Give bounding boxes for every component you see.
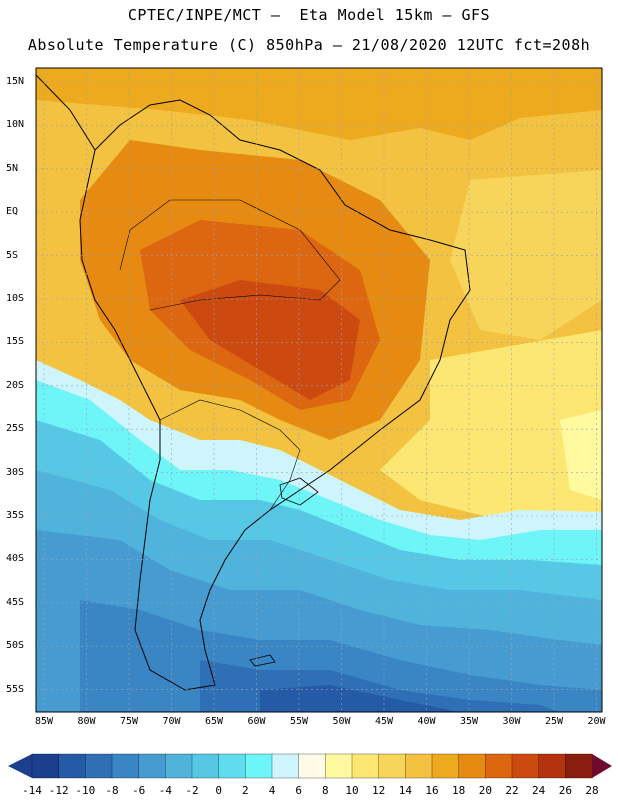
lat-label: EQ: [6, 206, 19, 218]
colorbar-tick-label: 14: [398, 784, 412, 797]
colorbar-tick-label: 0: [215, 784, 222, 797]
lat-label: 25S: [6, 423, 25, 435]
colorbar-tick-label: 8: [322, 784, 329, 797]
colorbar-tick-label: 20: [478, 784, 492, 797]
colorbar-swatch: [191, 753, 220, 779]
colorbar: [8, 753, 612, 779]
colorbar-swatch: [485, 753, 513, 779]
falkland-islands-outline: [249, 654, 276, 667]
colorbar-swatch: [138, 753, 166, 779]
lon-label: 25W: [544, 716, 564, 727]
colorbar-high-arrow: [592, 754, 612, 778]
colorbar-swatch: [458, 753, 486, 779]
lon-label: 75W: [119, 716, 139, 727]
lon-label: 45W: [374, 716, 394, 727]
colorbar-tick-label: 12: [372, 784, 386, 797]
lon-label: 40W: [417, 716, 436, 727]
lat-label: 45S: [6, 596, 25, 608]
colorbar-tick-label: -14: [22, 784, 42, 797]
lon-label: 85W: [34, 716, 54, 727]
colorbar-tick-label: 18: [452, 784, 466, 797]
colorbar-tick-label: 28: [585, 784, 599, 797]
title-line-1: CPTEC/INPE/MCT – Eta Model 15km – GFS: [127, 6, 491, 24]
colorbar-tick-label: 2: [242, 784, 249, 797]
lat-label: 5S: [6, 249, 19, 261]
band-m10-south: [260, 685, 460, 712]
temperature-field: [36, 68, 602, 712]
lon-label: 80W: [77, 716, 96, 727]
lon-label: 70W: [162, 716, 181, 727]
colorbar-swatch: [111, 753, 140, 779]
lat-label: 10N: [6, 119, 25, 131]
colorbar-low-arrow: [8, 754, 32, 778]
lon-label: 30W: [502, 716, 521, 727]
lat-label: 15N: [6, 76, 25, 87]
colorbar-tick-label: 10: [345, 784, 359, 797]
band-18-north: [36, 68, 602, 140]
lat-label: 30S: [6, 466, 25, 478]
colorbar-tick-label: 4: [268, 784, 276, 797]
colorbar-swatch: [165, 753, 193, 779]
lon-label: 35W: [459, 716, 479, 727]
country-borders: [119, 199, 341, 311]
colorbar-tick-label: 6: [295, 784, 302, 797]
lon-label: 60W: [247, 716, 266, 727]
colorbar-tick-label: -12: [48, 784, 69, 797]
colorbar-swatch: [298, 753, 326, 779]
colorbar-swatch: [351, 753, 380, 779]
colorbar-tick-label: 16: [425, 784, 439, 797]
colorbar-tick-label: -2: [185, 784, 199, 797]
lon-label: 65W: [204, 716, 224, 727]
lon-label: 50W: [332, 716, 351, 727]
country-borders-south: [159, 399, 301, 511]
colorbar-tick-label: 26: [558, 784, 572, 797]
colorbar-tick-label: -8: [105, 784, 119, 797]
lat-label: 55S: [6, 683, 25, 695]
colorbar-swatch: [565, 753, 593, 779]
lake-outline: [279, 477, 319, 506]
lat-label: 20S: [6, 379, 25, 391]
colorbar-swatch: [271, 753, 300, 779]
grid-lines: [36, 68, 602, 712]
colorbar-tick-label: -10: [75, 784, 96, 797]
lat-label: 10S: [6, 293, 25, 304]
lat-label: 35S: [6, 510, 25, 521]
band-24-continent: [180, 280, 360, 400]
colorbar-swatch: [511, 753, 540, 779]
colorbar-swatch: [85, 753, 113, 779]
colorbar-swatch: [325, 753, 353, 779]
colorbar-tick-label: 22: [505, 784, 519, 797]
colorbar-swatch: [378, 753, 406, 779]
central-america-outline: [35, 74, 96, 151]
colorbar-tick-label: -4: [158, 784, 172, 797]
map-frame: [35, 67, 603, 713]
lon-label: 55W: [289, 716, 309, 727]
colorbar-swatch: [431, 753, 460, 779]
lat-label: 15S: [6, 336, 25, 348]
colorbar-swatch: [58, 753, 86, 779]
colorbar-swatch: [31, 753, 60, 779]
band-10-east: [560, 410, 602, 500]
lat-label: 5N: [6, 162, 19, 174]
colorbar-swatch: [405, 753, 433, 779]
title-line-2: Absolute Temperature (C) 850hPa – 21/08/…: [27, 36, 591, 54]
colorbar-tick-label: -6: [132, 784, 146, 797]
lon-label: 20W: [587, 716, 606, 727]
colorbar-tick-label: 24: [532, 784, 546, 797]
colorbar-swatch: [538, 753, 566, 779]
colorbar-swatch: [245, 753, 273, 779]
lat-label: 50S: [6, 640, 25, 652]
colorbar-swatch: [218, 753, 246, 779]
lat-label: 40S: [6, 553, 25, 565]
